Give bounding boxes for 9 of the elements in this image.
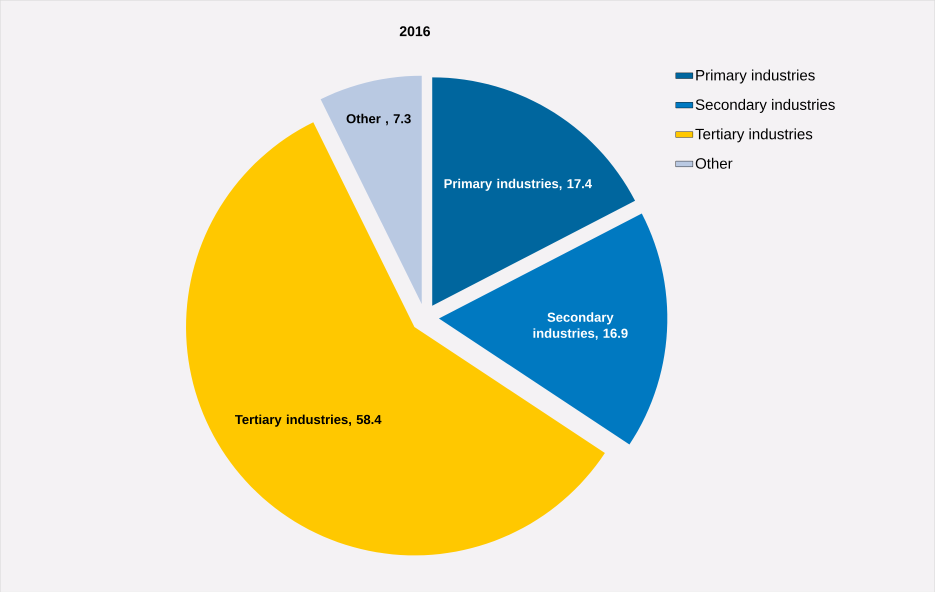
legend-label: Primary industries [696, 69, 815, 84]
legend-label: Other [696, 158, 732, 169]
data-label: Other , 7.3 [346, 114, 411, 125]
data-label: Tertiary industries, 58.4 [234, 414, 382, 427]
legend-label: Secondary industries [696, 98, 835, 113]
legend-label: Tertiary industries [695, 128, 812, 142]
data-label: Primary industries, 17.4 [444, 178, 592, 191]
data-label: Secondary industries, 16.9 [533, 312, 628, 340]
chart-title: 2016 [400, 26, 430, 36]
